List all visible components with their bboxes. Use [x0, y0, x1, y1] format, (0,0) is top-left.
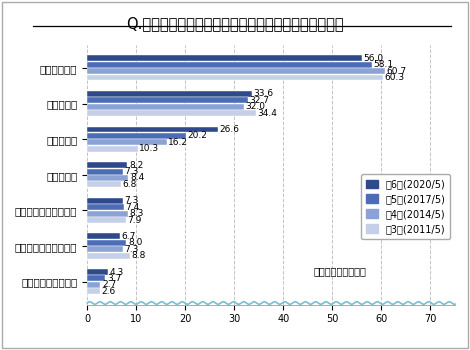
Bar: [87, 139, 167, 145]
Text: 32.0: 32.0: [246, 102, 266, 111]
Text: 8.2: 8.2: [129, 161, 143, 170]
Text: 34.4: 34.4: [258, 108, 277, 118]
Text: 7.3: 7.3: [125, 245, 139, 254]
Bar: [87, 75, 383, 80]
Text: 8.3: 8.3: [129, 209, 144, 218]
Bar: [87, 198, 123, 204]
Text: 7.3: 7.3: [125, 196, 139, 205]
Text: 26.6: 26.6: [219, 125, 239, 134]
Bar: [87, 211, 128, 217]
Text: 2.7: 2.7: [102, 280, 116, 289]
Text: 60.3: 60.3: [384, 73, 405, 82]
Text: 8.8: 8.8: [132, 251, 146, 260]
Text: 58.1: 58.1: [374, 60, 394, 69]
Text: Q.食酢を飲む時、どのような飲み方をしていますか？: Q.食酢を飲む時、どのような飲み方をしていますか？: [126, 16, 344, 31]
Text: 6.8: 6.8: [122, 180, 136, 189]
Bar: [87, 217, 126, 223]
Bar: [87, 240, 126, 246]
Bar: [87, 275, 105, 281]
Legend: 第6回(2020/5), 第5回(2017/5), 第4回(2014/5), 第3回(2011/5): 第6回(2020/5), 第5回(2017/5), 第4回(2014/5), 第…: [361, 174, 450, 239]
Text: 7.4: 7.4: [125, 203, 139, 212]
Text: 16.2: 16.2: [168, 138, 188, 147]
Bar: [87, 97, 248, 103]
Text: 20.2: 20.2: [188, 132, 208, 140]
Text: 7.3: 7.3: [125, 167, 139, 176]
Bar: [87, 282, 101, 288]
Bar: [87, 146, 138, 152]
Text: 10.3: 10.3: [139, 144, 159, 153]
Bar: [87, 68, 385, 74]
Bar: [87, 269, 108, 275]
Text: 56.0: 56.0: [363, 54, 384, 63]
Bar: [87, 246, 123, 252]
Bar: [87, 110, 256, 116]
Text: 32.7: 32.7: [249, 96, 269, 105]
Bar: [87, 162, 127, 168]
Bar: [87, 91, 252, 97]
Bar: [87, 104, 244, 110]
Bar: [87, 204, 124, 210]
Bar: [87, 169, 123, 175]
Bar: [87, 233, 120, 239]
Text: 4.3: 4.3: [110, 267, 124, 276]
Bar: [87, 181, 121, 187]
Bar: [87, 55, 362, 61]
Text: 7.9: 7.9: [127, 216, 142, 224]
Text: 8.0: 8.0: [128, 238, 142, 247]
Text: 8.4: 8.4: [130, 174, 144, 182]
Text: 3.7: 3.7: [107, 274, 121, 283]
Bar: [87, 288, 100, 294]
Bar: [87, 175, 128, 181]
Bar: [87, 133, 186, 139]
Text: 60.7: 60.7: [386, 66, 407, 76]
Bar: [87, 253, 130, 259]
Text: ：食酢の飲用経験者: ：食酢の飲用経験者: [313, 266, 366, 276]
Bar: [87, 127, 218, 133]
Text: 2.6: 2.6: [102, 287, 116, 296]
Text: 33.6: 33.6: [253, 89, 274, 98]
Bar: [87, 62, 372, 68]
Text: 6.7: 6.7: [122, 232, 136, 241]
